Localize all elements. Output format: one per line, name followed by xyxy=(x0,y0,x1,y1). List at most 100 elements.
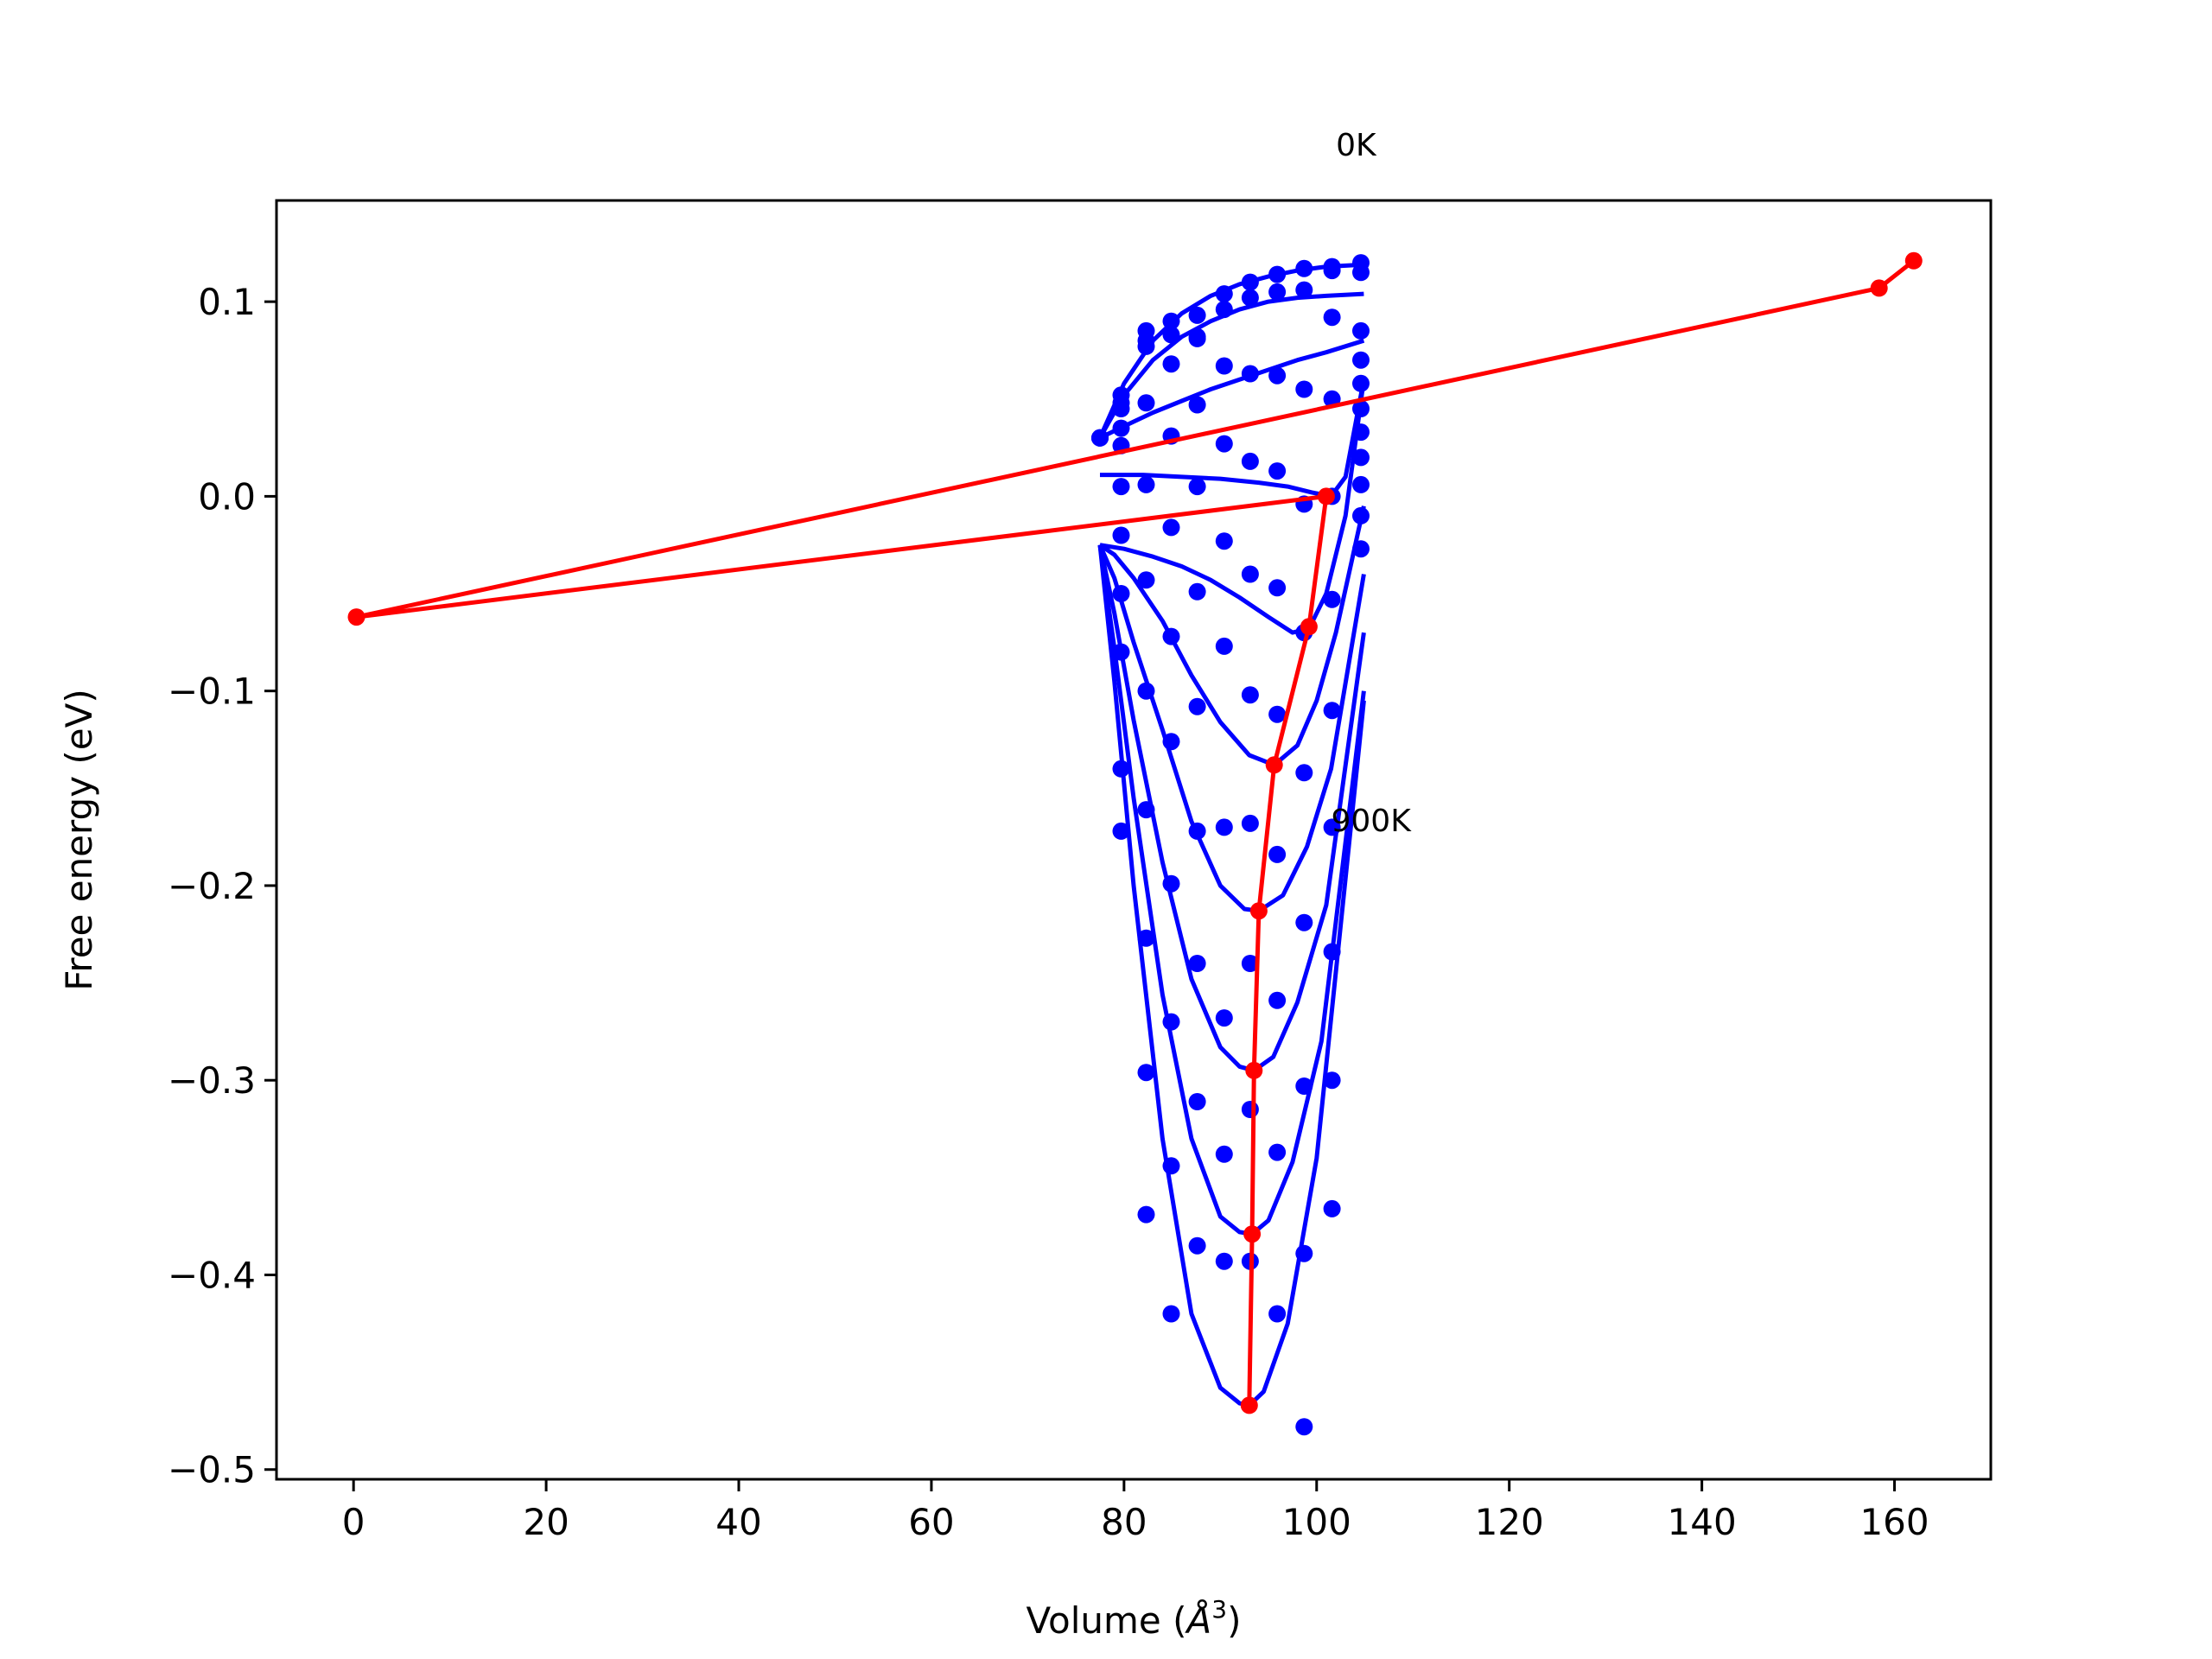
data-point xyxy=(1268,579,1287,597)
data-point xyxy=(1323,1199,1341,1217)
data-point xyxy=(1241,565,1259,583)
data-point xyxy=(1112,478,1130,496)
data-point xyxy=(1112,760,1130,778)
minimum-path-point xyxy=(1249,902,1268,920)
data-point xyxy=(1295,281,1313,299)
data-point xyxy=(1112,526,1130,544)
data-point xyxy=(1323,308,1341,327)
data-point xyxy=(1241,814,1259,832)
data-point xyxy=(1323,262,1341,280)
data-point xyxy=(1295,913,1313,931)
data-point xyxy=(1162,312,1180,330)
data-point xyxy=(1241,273,1259,291)
y-tick-label: −0.1 xyxy=(168,671,256,713)
data-point xyxy=(1188,697,1206,715)
data-point xyxy=(1268,1305,1287,1323)
data-point xyxy=(1241,365,1259,383)
data-point xyxy=(1295,1244,1313,1262)
data-point xyxy=(1112,585,1130,602)
data-point xyxy=(1295,259,1313,277)
y-tick-label: −0.4 xyxy=(168,1254,256,1296)
fit-curve-2 xyxy=(1098,338,1365,441)
minimum-path-point xyxy=(347,608,365,626)
x-tick-label: 80 xyxy=(1101,1501,1147,1543)
data-point xyxy=(1352,351,1370,369)
axes-frame xyxy=(275,199,1993,1481)
data-point xyxy=(1323,1071,1341,1090)
data-point xyxy=(1112,822,1130,840)
y-axis: 0.1 0.0 −0.1 −0.2 −0.3 −0.4 −0.5 xyxy=(168,281,276,1491)
data-point xyxy=(1137,682,1155,700)
data-point xyxy=(1268,705,1287,723)
y-tick-label: 0.0 xyxy=(198,475,256,518)
minimum-path-point xyxy=(1243,1225,1262,1243)
data-point xyxy=(1295,1077,1313,1095)
data-point xyxy=(1323,943,1341,961)
data-point xyxy=(1188,582,1206,601)
x-tick-label: 160 xyxy=(1859,1501,1929,1543)
minimum-path-point xyxy=(1317,487,1335,505)
data-point xyxy=(1268,366,1287,385)
data-point xyxy=(1112,419,1130,437)
plot-area xyxy=(347,251,1923,1436)
data-point xyxy=(1137,394,1155,412)
data-point xyxy=(1137,1064,1155,1082)
data-point xyxy=(1241,452,1259,470)
data-point xyxy=(1162,518,1180,537)
data-point xyxy=(1241,686,1259,704)
y-axis-label: Free energy (eV) xyxy=(58,689,100,991)
minimum-path-point xyxy=(1300,618,1318,636)
data-point xyxy=(1268,283,1287,301)
data-point xyxy=(1352,475,1370,493)
data-point xyxy=(1162,1013,1180,1031)
data-point xyxy=(1268,1143,1287,1161)
data-point xyxy=(1162,1305,1180,1323)
data-point xyxy=(1352,423,1370,442)
data-point xyxy=(1295,380,1313,398)
data-point xyxy=(1137,929,1155,947)
data-point xyxy=(1268,265,1287,283)
data-point xyxy=(1188,396,1206,414)
minimum-path-point xyxy=(1870,279,1888,297)
data-point xyxy=(1215,1252,1233,1270)
data-point xyxy=(1323,818,1341,836)
data-point xyxy=(1268,462,1287,480)
x-tick-label: 20 xyxy=(523,1501,569,1543)
data-point xyxy=(1188,478,1206,496)
data-point xyxy=(1295,1418,1313,1436)
x-tick-label: 140 xyxy=(1668,1501,1737,1543)
data-point xyxy=(1162,355,1180,373)
data-point xyxy=(1112,394,1130,412)
minimum-path-point xyxy=(1904,251,1923,270)
data-point xyxy=(1215,1009,1233,1027)
fit-curve-5 xyxy=(1098,505,1366,767)
data-point xyxy=(1323,590,1341,608)
data-point xyxy=(1352,540,1370,558)
x-tick-label: 100 xyxy=(1282,1501,1351,1543)
x-axis-label: Volume (Å3) xyxy=(1027,1595,1242,1642)
y-tick-label: −0.3 xyxy=(168,1059,256,1102)
data-point xyxy=(1241,955,1259,972)
data-point xyxy=(1162,874,1180,893)
data-point xyxy=(1352,264,1370,282)
data-point xyxy=(1162,326,1180,344)
data-point xyxy=(1215,435,1233,453)
data-point xyxy=(1352,374,1370,392)
data-point xyxy=(1352,506,1370,524)
fit-curve-7 xyxy=(1097,544,1366,1073)
data-point xyxy=(1215,285,1233,303)
fit-curve-3 xyxy=(1100,378,1366,499)
data-point xyxy=(1137,1205,1155,1224)
annotations: 0K 900K xyxy=(1332,128,1413,839)
data-point xyxy=(1268,991,1287,1009)
data-point xyxy=(1137,337,1155,355)
data-point xyxy=(1137,475,1155,493)
data-point xyxy=(1241,289,1259,307)
data-point xyxy=(1215,301,1233,319)
fit-curve-8 xyxy=(1097,544,1366,1236)
data-point xyxy=(1295,764,1313,782)
data-point xyxy=(1352,448,1370,467)
x-tick-label: 0 xyxy=(342,1501,365,1543)
